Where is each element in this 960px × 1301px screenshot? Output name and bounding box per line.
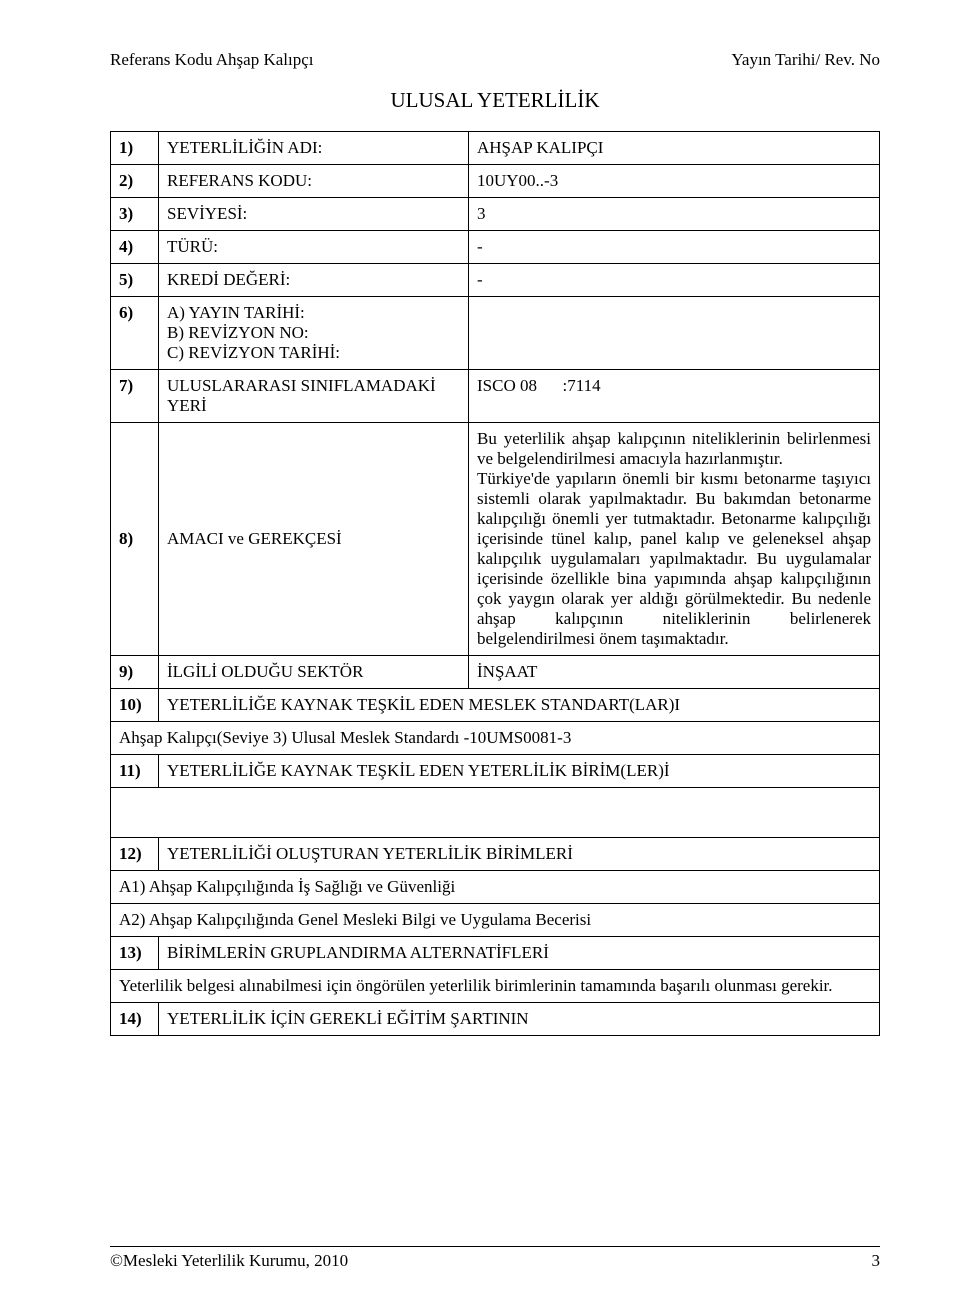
header-right: Yayın Tarihi/ Rev. No xyxy=(731,50,880,70)
table-row: 7) ULUSLARARASI SINIFLAMADAKİ YERİ ISCO … xyxy=(111,370,880,423)
document-page: Referans Kodu Ahşap Kalıpçı Yayın Tarihi… xyxy=(0,0,960,1301)
row-value: İNŞAAT xyxy=(469,656,880,689)
row-num: 7) xyxy=(111,370,159,423)
footer-left: ©Mesleki Yeterlilik Kurumu, 2010 xyxy=(110,1251,348,1271)
page-footer: ©Mesleki Yeterlilik Kurumu, 2010 3 xyxy=(110,1246,880,1271)
row-num: 11) xyxy=(111,755,159,788)
row-label: İLGİLİ OLDUĞU SEKTÖR xyxy=(159,656,469,689)
row-value: - xyxy=(469,231,880,264)
row-value: 10UY00..-3 xyxy=(469,165,880,198)
table-row: Yeterlilik belgesi alınabilmesi için öng… xyxy=(111,970,880,1003)
row-full: BİRİMLERİN GRUPLANDIRMA ALTERNATİFLERİ xyxy=(159,937,880,970)
row-num: 8) xyxy=(111,423,159,656)
row-num: 9) xyxy=(111,656,159,689)
row-num: 12) xyxy=(111,838,159,871)
table-row: 9) İLGİLİ OLDUĞU SEKTÖR İNŞAAT xyxy=(111,656,880,689)
row-num: 13) xyxy=(111,937,159,970)
row-full: YETERLİLİĞİ OLUŞTURAN YETERLİLİK BİRİMLE… xyxy=(159,838,880,871)
row-label: KREDİ DEĞERİ: xyxy=(159,264,469,297)
row-num: 1) xyxy=(111,132,159,165)
table-row: 11) YETERLİLİĞE KAYNAK TEŞKİL EDEN YETER… xyxy=(111,755,880,788)
row-num: 14) xyxy=(111,1003,159,1036)
table-row-empty xyxy=(111,788,880,838)
table-row: 12) YETERLİLİĞİ OLUŞTURAN YETERLİLİK BİR… xyxy=(111,838,880,871)
row-value: Bu yeterlilik ahşap kalıpçının nitelikle… xyxy=(469,423,880,656)
table-row: 10) YETERLİLİĞE KAYNAK TEŞKİL EDEN MESLE… xyxy=(111,689,880,722)
row-label: TÜRÜ: xyxy=(159,231,469,264)
row-label: ULUSLARARASI SINIFLAMADAKİ YERİ xyxy=(159,370,469,423)
table-row: 2) REFERANS KODU: 10UY00..-3 xyxy=(111,165,880,198)
row-full: A1) Ahşap Kalıpçılığında İş Sağlığı ve G… xyxy=(111,871,880,904)
table-row: 8) AMACI ve GEREKÇESİ Bu yeterlilik ahşa… xyxy=(111,423,880,656)
row-label: AMACI ve GEREKÇESİ xyxy=(159,423,469,656)
row-value: - xyxy=(469,264,880,297)
row-full: YETERLİLİĞE KAYNAK TEŞKİL EDEN YETERLİLİ… xyxy=(159,755,880,788)
page-title: ULUSAL YETERLİLİK xyxy=(110,88,880,113)
row-value: AHŞAP KALIPÇI xyxy=(469,132,880,165)
row-full: A2) Ahşap Kalıpçılığında Genel Mesleki B… xyxy=(111,904,880,937)
table-row: 3) SEVİYESİ: 3 xyxy=(111,198,880,231)
row-label: SEVİYESİ: xyxy=(159,198,469,231)
header-left: Referans Kodu Ahşap Kalıpçı xyxy=(110,50,313,70)
table-row: 14) YETERLİLİK İÇİN GEREKLİ EĞİTİM ŞARTI… xyxy=(111,1003,880,1036)
row-full: Ahşap Kalıpçı(Seviye 3) Ulusal Meslek St… xyxy=(111,722,880,755)
table-row: Ahşap Kalıpçı(Seviye 3) Ulusal Meslek St… xyxy=(111,722,880,755)
table-row: 4) TÜRÜ: - xyxy=(111,231,880,264)
row-full: YETERLİLİK İÇİN GEREKLİ EĞİTİM ŞARTININ xyxy=(159,1003,880,1036)
row-label: REFERANS KODU: xyxy=(159,165,469,198)
table-row: 6) A) YAYIN TARİHİ: B) REVİZYON NO: C) R… xyxy=(111,297,880,370)
row-num: 3) xyxy=(111,198,159,231)
qualification-table: 1) YETERLİLİĞİN ADI: AHŞAP KALIPÇI 2) RE… xyxy=(110,131,880,1036)
row-value: 3 xyxy=(469,198,880,231)
row-num: 6) xyxy=(111,297,159,370)
row-num: 4) xyxy=(111,231,159,264)
row-num: 2) xyxy=(111,165,159,198)
footer-right: 3 xyxy=(872,1251,881,1271)
table-row: A1) Ahşap Kalıpçılığında İş Sağlığı ve G… xyxy=(111,871,880,904)
row-full: YETERLİLİĞE KAYNAK TEŞKİL EDEN MESLEK ST… xyxy=(159,689,880,722)
empty-cell xyxy=(111,788,880,838)
row-value: ISCO 08 :7114 xyxy=(469,370,880,423)
table-row: 13) BİRİMLERİN GRUPLANDIRMA ALTERNATİFLE… xyxy=(111,937,880,970)
page-header: Referans Kodu Ahşap Kalıpçı Yayın Tarihi… xyxy=(110,50,880,70)
row-value xyxy=(469,297,880,370)
row-num: 5) xyxy=(111,264,159,297)
table-row: 1) YETERLİLİĞİN ADI: AHŞAP KALIPÇI xyxy=(111,132,880,165)
row-label: A) YAYIN TARİHİ: B) REVİZYON NO: C) REVİ… xyxy=(159,297,469,370)
row-label: YETERLİLİĞİN ADI: xyxy=(159,132,469,165)
table-row: A2) Ahşap Kalıpçılığında Genel Mesleki B… xyxy=(111,904,880,937)
table-row: 5) KREDİ DEĞERİ: - xyxy=(111,264,880,297)
row-full: Yeterlilik belgesi alınabilmesi için öng… xyxy=(111,970,880,1003)
row-num: 10) xyxy=(111,689,159,722)
